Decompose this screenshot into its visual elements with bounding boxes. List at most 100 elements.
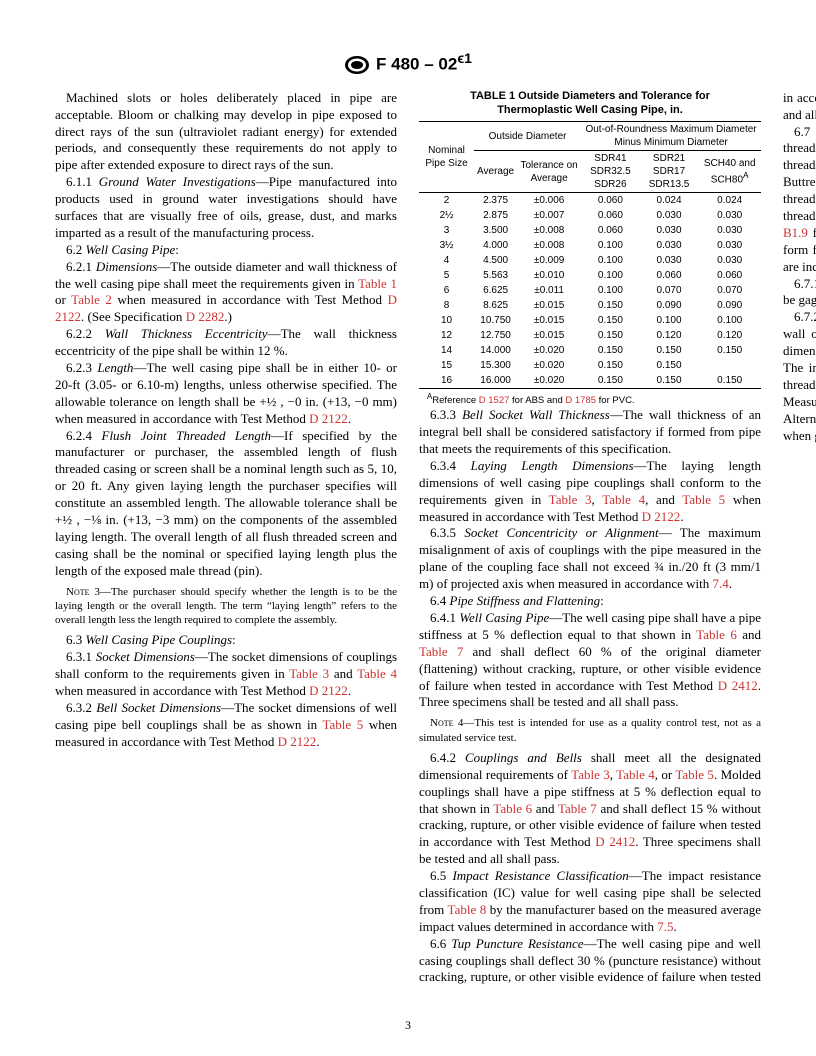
para-6-2: 6.2 Well Casing Pipe:	[55, 242, 397, 259]
table-cell: ±0.008	[517, 238, 581, 253]
table-cell: ±0.015	[517, 313, 581, 328]
table-cell: 0.030	[698, 223, 761, 238]
ref-table6[interactable]: Table 6	[696, 627, 737, 642]
table-cell: 0.100	[581, 268, 640, 283]
table-cell: ±0.020	[517, 358, 581, 373]
designation-code: F 480 – 02	[376, 55, 457, 74]
astm-logo-icon	[344, 55, 370, 75]
ref-7-5[interactable]: 7.5	[657, 919, 673, 934]
para-6-7-1: 6.7.1 All ACME, Stub ACME, and Buttress …	[783, 276, 816, 310]
ref-d2122[interactable]: D 2122	[309, 683, 348, 698]
table-1: TABLE 1 Outside Diameters and Tolerance …	[419, 90, 761, 408]
ref-table4[interactable]: Table 4	[357, 666, 397, 681]
ref-d2412[interactable]: D 2412	[718, 678, 758, 693]
table-cell: 4.000	[474, 238, 517, 253]
ref-7-4[interactable]: 7.4	[712, 576, 728, 591]
th-sdr-col1: SDR41SDR32.5SDR26	[581, 151, 640, 193]
table-cell: ±0.009	[517, 253, 581, 268]
table-cell: 0.120	[698, 328, 761, 343]
table-cell: 2.875	[474, 208, 517, 223]
para-6-5: 6.5 Impact Resistance Classification—The…	[419, 868, 761, 936]
table-cell: 4.500	[474, 253, 517, 268]
ref-d2282[interactable]: D 2282	[186, 309, 225, 324]
note-3: Note 3—The purchaser should specify whet…	[55, 585, 397, 628]
table-cell: 16	[419, 373, 474, 389]
table-1-data: Nominal Pipe Size Outside Diameter Out-o…	[419, 121, 761, 389]
table-cell: 0.150	[698, 343, 761, 358]
para-6-4-1: 6.4.1 Well Casing Pipe—The well casing p…	[419, 610, 761, 711]
para-6-4: 6.4 Pipe Stiffness and Flattening:	[419, 593, 761, 610]
table-row: 1616.000±0.0200.1500.1500.150	[419, 373, 761, 389]
table-cell: 3½	[419, 238, 474, 253]
table-cell: 0.100	[581, 283, 640, 298]
ref-table7[interactable]: Table 7	[419, 644, 463, 659]
ref-table8[interactable]: Table 8	[448, 902, 487, 917]
table-cell: ±0.008	[517, 223, 581, 238]
table-cell: 2½	[419, 208, 474, 223]
table-cell: 0.100	[581, 253, 640, 268]
th-tol: Tolerance on Average	[517, 151, 581, 193]
ref-d1785[interactable]: D 1785	[565, 395, 596, 406]
ref-table6[interactable]: Table 6	[493, 801, 532, 816]
th-sdr-col2: SDR21SDR17SDR13.5	[640, 151, 699, 193]
table-cell: 0.030	[698, 208, 761, 223]
table-cell: 6.625	[474, 283, 517, 298]
table-cell: 0.030	[698, 253, 761, 268]
ref-table4[interactable]: Table 4	[616, 767, 655, 782]
table-cell: 12	[419, 328, 474, 343]
para-6-2-3: 6.2.3 Length—The well casing pipe shall …	[55, 360, 397, 428]
para-6-7-2: 6.7.2 Machining flush joint square threa…	[783, 309, 816, 444]
ref-d2122[interactable]: D 2122	[278, 734, 317, 749]
table-cell: 2.375	[474, 192, 517, 208]
table-cell: 0.090	[698, 298, 761, 313]
ref-table1[interactable]: Table 1	[358, 276, 397, 291]
table-row: 1414.000±0.0200.1500.1500.150	[419, 343, 761, 358]
table-cell: 0.150	[581, 358, 640, 373]
table-cell: 0.150	[698, 373, 761, 389]
table-cell: 14.000	[474, 343, 517, 358]
ref-table5[interactable]: Table 5	[675, 767, 714, 782]
table-row: 88.625±0.0150.1500.0900.090	[419, 298, 761, 313]
table-row: 1212.750±0.0150.1500.1200.120	[419, 328, 761, 343]
para-6-2-4: 6.2.4 Flush Joint Threaded Length—If spe…	[55, 428, 397, 580]
table-cell: 0.070	[698, 283, 761, 298]
table-cell: 0.150	[581, 313, 640, 328]
table-cell: 8	[419, 298, 474, 313]
ref-table3[interactable]: Table 3	[289, 666, 329, 681]
ref-d2122[interactable]: D 2122	[309, 411, 348, 426]
table-cell: ±0.015	[517, 328, 581, 343]
th-nominal: Nominal Pipe Size	[419, 122, 474, 193]
ref-table5[interactable]: Table 5	[682, 492, 725, 507]
table-cell: 6	[419, 283, 474, 298]
ref-table7[interactable]: Table 7	[558, 801, 597, 816]
table-row: 1515.300±0.0200.1500.150	[419, 358, 761, 373]
ref-b1-9[interactable]: B1.9	[783, 225, 808, 240]
epsilon-sup: ϵ1	[457, 51, 472, 67]
ref-table4[interactable]: Table 4	[602, 492, 645, 507]
ref-table2[interactable]: Table 2	[71, 292, 112, 307]
ref-d2122[interactable]: D 2122	[642, 509, 681, 524]
para-6-1-1: 6.1.1 Ground Water Investigations—Pipe m…	[55, 174, 397, 242]
ref-d2412[interactable]: D 2412	[595, 834, 635, 849]
table-cell: 0.030	[640, 238, 699, 253]
ref-table5[interactable]: Table 5	[322, 717, 363, 732]
table-cell: 3.500	[474, 223, 517, 238]
table-cell: 0.030	[640, 223, 699, 238]
table-cell: 0.150	[640, 343, 699, 358]
note-4: Note 4—This test is intended for use as …	[419, 716, 761, 745]
table-cell: 2	[419, 192, 474, 208]
table-cell: 0.150	[640, 358, 699, 373]
table-cell: 0.150	[581, 373, 640, 389]
para-6-3-1: 6.3.1 Socket Dimensions—The socket dimen…	[55, 649, 397, 700]
ref-d1527[interactable]: D 1527	[479, 395, 510, 406]
table-cell: 10	[419, 313, 474, 328]
table-cell: ±0.007	[517, 208, 581, 223]
table-row: 66.625±0.0110.1000.0700.070	[419, 283, 761, 298]
table-row: 33.500±0.0080.0600.0300.030	[419, 223, 761, 238]
th-avg: Average	[474, 151, 517, 193]
table-cell: 0.070	[640, 283, 699, 298]
ref-table3[interactable]: Table 3	[549, 492, 592, 507]
ref-table3[interactable]: Table 3	[571, 767, 610, 782]
table-1-title: TABLE 1 Outside Diameters and Tolerance …	[449, 90, 731, 118]
table-cell: ±0.020	[517, 343, 581, 358]
